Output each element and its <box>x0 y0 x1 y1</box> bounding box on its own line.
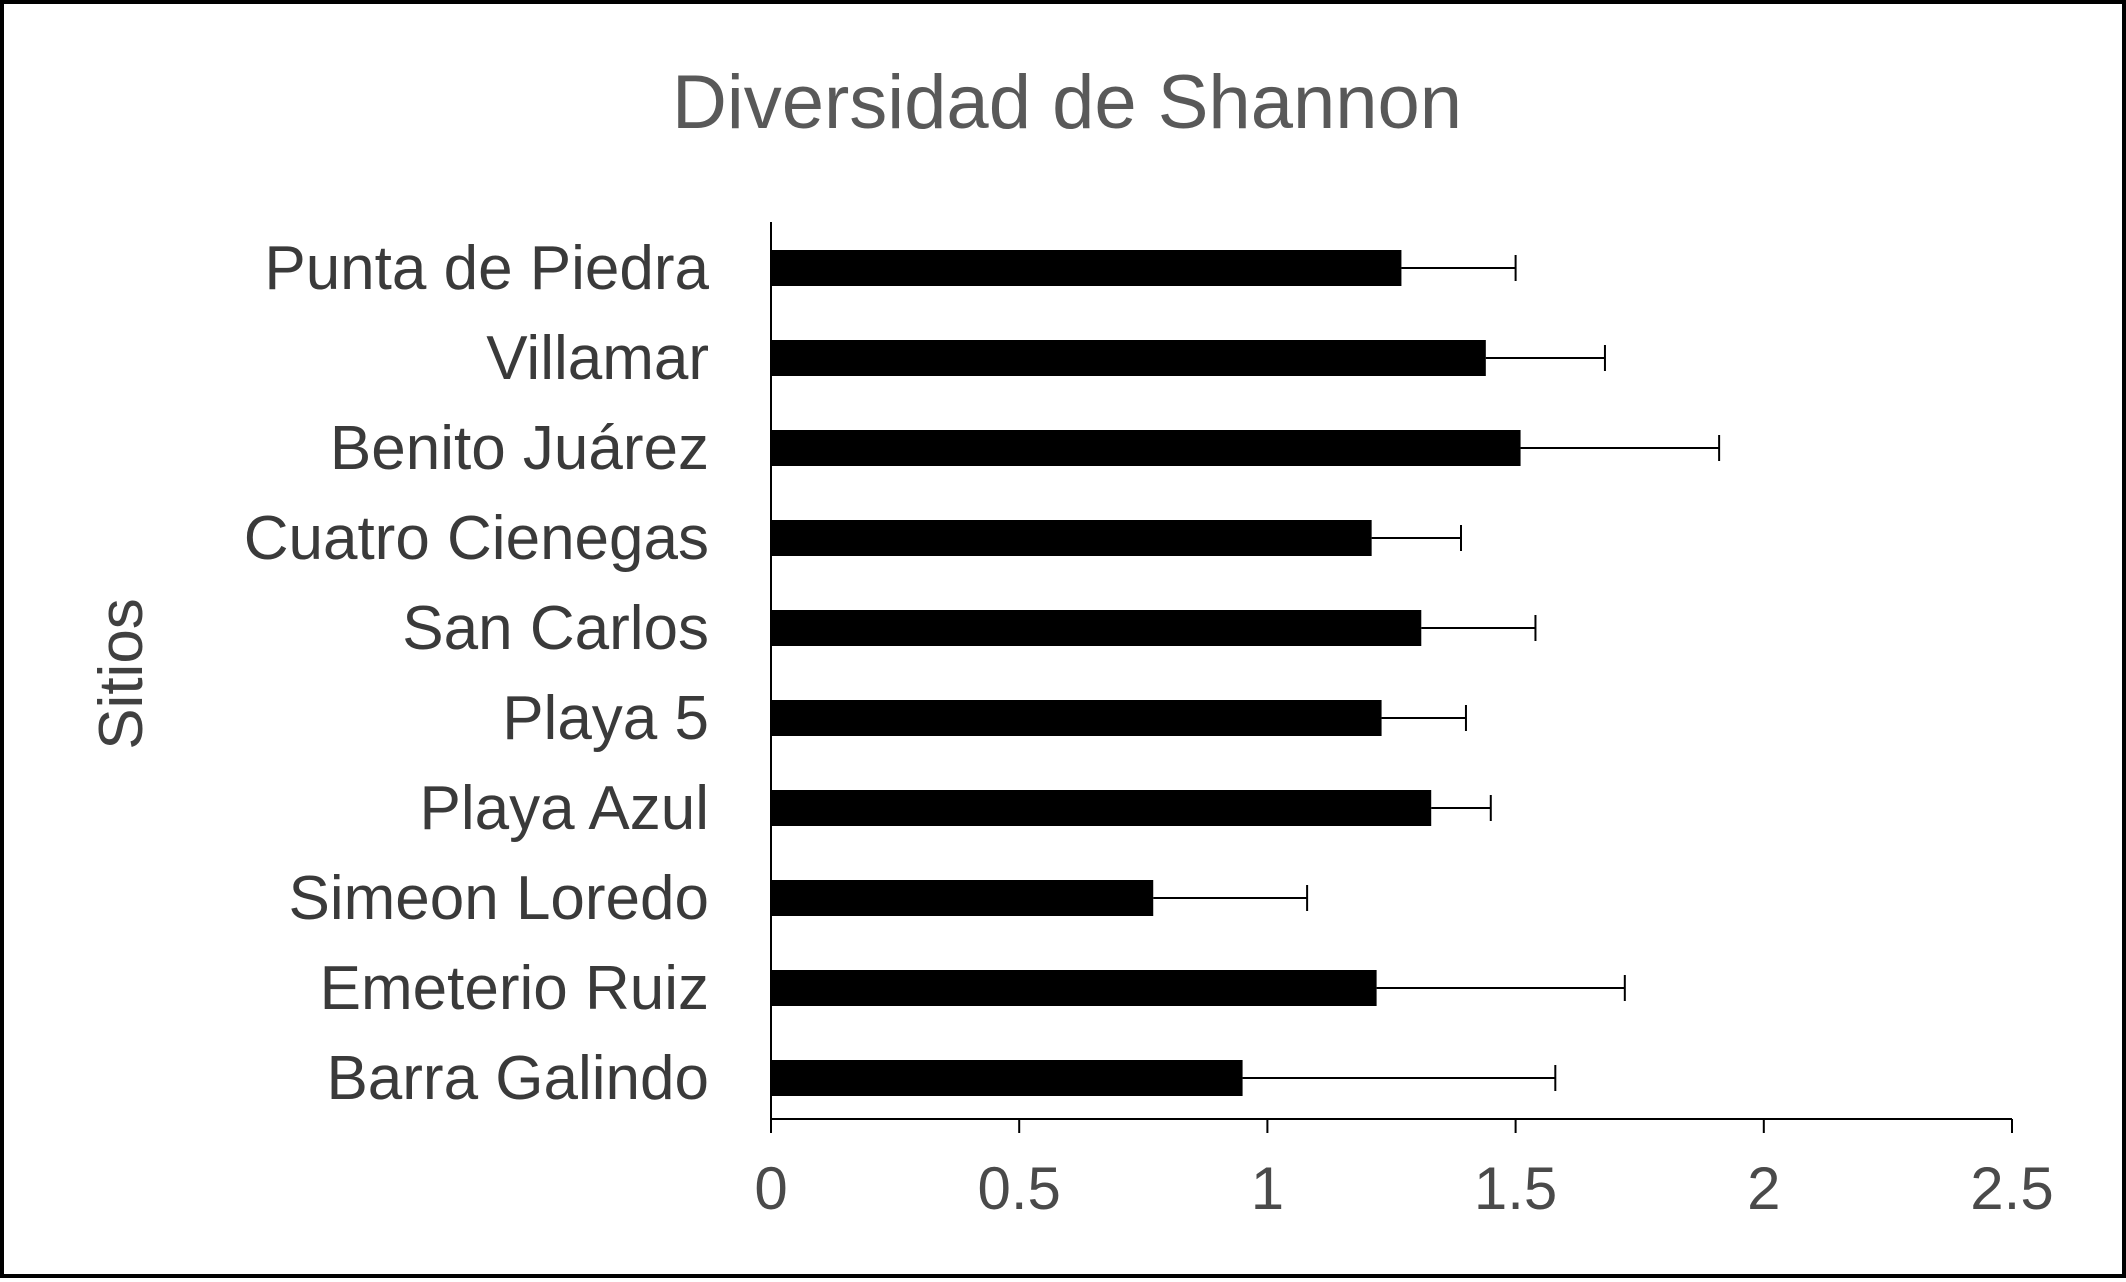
x-tick-label: 0.5 <box>977 1155 1060 1222</box>
x-tick-label: 1.5 <box>1474 1155 1557 1222</box>
category-label: Barra Galindo <box>326 1044 709 1113</box>
x-tick-label: 2 <box>1747 1155 1780 1222</box>
bar <box>771 970 1377 1006</box>
bar-chart: Diversidad de Shannon Sitios Punta de Pi… <box>87 60 2054 1222</box>
bar <box>771 790 1432 826</box>
x-tick-label: 0 <box>754 1155 787 1222</box>
chart-title: Diversidad de Shannon <box>672 60 1462 145</box>
bar <box>771 1060 1243 1096</box>
category-label: San Carlos <box>402 594 709 663</box>
category-label: Benito Juárez <box>330 414 709 483</box>
bar <box>771 250 1402 286</box>
category-label: Simeon Loredo <box>289 864 710 933</box>
x-tick-label: 1 <box>1251 1155 1284 1222</box>
category-label: Villamar <box>486 324 709 393</box>
axes-layer: Punta de Piedra Villamar Benito Juárez Cuat… <box>244 222 2054 1222</box>
x-tick-label: 2.5 <box>1970 1155 2053 1222</box>
bar <box>771 340 1486 376</box>
category-label: Playa Azul <box>419 774 709 843</box>
bar <box>771 520 1372 556</box>
bar <box>771 430 1521 466</box>
bars-layer <box>771 250 1721 1096</box>
category-label: Emeterio Ruiz <box>320 954 709 1023</box>
bar <box>771 610 1422 646</box>
category-label: Playa 5 <box>502 684 709 753</box>
bar <box>771 700 1382 736</box>
category-label: Punta de Piedra <box>264 234 709 303</box>
bar <box>771 880 1154 916</box>
y-axis-label: Sitios <box>87 598 156 750</box>
category-label: Cuatro Cienegas <box>244 504 709 573</box>
